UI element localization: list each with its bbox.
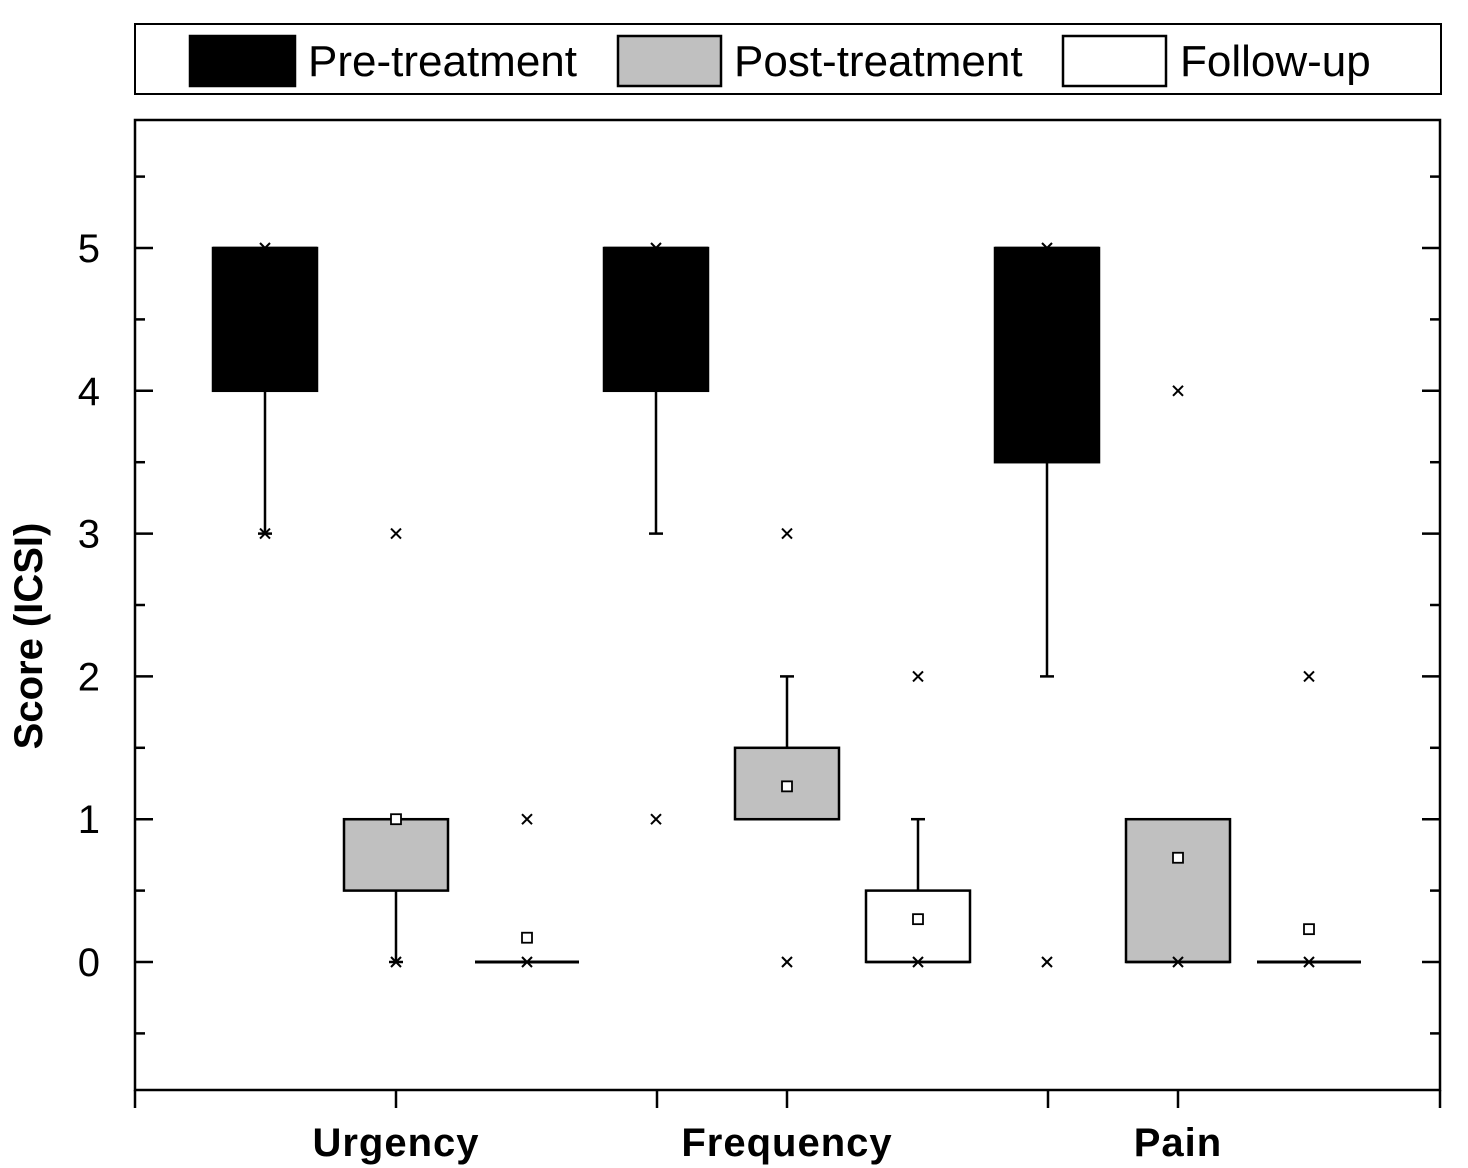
y-tick-label: 2 — [78, 655, 100, 699]
legend-frame — [134, 23, 1442, 95]
cross-stroke-b — [650, 242, 662, 254]
box-0-2 — [993, 246, 1101, 678]
outlier-marker — [912, 670, 924, 683]
outlier-marker — [781, 956, 793, 968]
y-tick-label: 5 — [78, 227, 100, 271]
outlier-marker — [1303, 956, 1315, 968]
outlier-marker — [521, 813, 533, 825]
box-iqr — [342, 817, 450, 892]
box-iqr — [864, 889, 972, 964]
outlier-marker — [259, 527, 271, 540]
y-tick-label: 3 — [78, 513, 100, 557]
box-iqr — [993, 246, 1101, 464]
outlier-marker — [390, 527, 402, 540]
box-1-2 — [1124, 817, 1232, 964]
mean-marker — [912, 913, 924, 926]
box-1-1 — [733, 675, 841, 821]
y-tick-labels: 0 1 2 3 4 5 — [78, 227, 100, 985]
chart-legend: Pre-treatment Post-treatment Follow-up — [134, 23, 1442, 95]
y-tick-label: 0 — [78, 941, 100, 985]
cross-stroke-b — [650, 813, 662, 825]
cross-stroke-b — [521, 813, 533, 825]
outlier-marker — [912, 956, 924, 968]
x-category-label: Frequency — [681, 1121, 892, 1165]
outlier-marker — [390, 956, 402, 968]
box-1-0 — [342, 813, 450, 964]
cross-stroke-b — [1172, 956, 1184, 968]
cross-stroke-b — [1303, 670, 1315, 683]
outlier-marker — [781, 527, 793, 540]
outlier-marker — [1041, 956, 1053, 968]
mean-marker — [1172, 851, 1184, 864]
cross-stroke-b — [781, 956, 793, 968]
cross-stroke-b — [912, 956, 924, 968]
plot-frame — [133, 118, 1442, 1092]
cross-stroke-b — [390, 956, 402, 968]
y-tick-label: 1 — [78, 798, 100, 842]
box-iqr — [1124, 817, 1232, 964]
legend-swatch-post-treatment — [616, 34, 723, 88]
y-axis-title: Score (ICSI) — [7, 523, 51, 750]
box-2-1 — [864, 817, 972, 964]
box-2-0 — [475, 931, 579, 964]
outlier-marker — [521, 956, 533, 968]
box-marks — [211, 242, 1361, 968]
axis-ticks — [133, 175, 1442, 1108]
box-iqr — [211, 246, 319, 393]
mean-marker — [521, 931, 533, 944]
cross-stroke-b — [1041, 242, 1053, 254]
x-category-label: Pain — [1134, 1121, 1222, 1165]
outlier-marker — [650, 813, 662, 825]
cross-stroke-b — [521, 956, 533, 968]
legend-label-post-treatment: Post-treatment — [734, 37, 1023, 86]
outlier-marker — [259, 242, 271, 254]
cross-stroke-b — [1303, 956, 1315, 968]
box-iqr — [602, 246, 710, 393]
outlier-marker — [650, 242, 662, 254]
cross-stroke-b — [912, 670, 924, 683]
legend-swatch-follow-up — [1061, 34, 1168, 88]
outlier-marker — [1303, 670, 1315, 683]
outlier-marker — [1172, 956, 1184, 968]
x-category-labels: Urgency Frequency Pain — [312, 1121, 1222, 1165]
outlier-marker — [1172, 385, 1184, 397]
cross-stroke-b — [1172, 385, 1184, 397]
box-2-2 — [1257, 923, 1361, 964]
legend-label-pre-treatment: Pre-treatment — [308, 37, 577, 86]
cross-stroke-b — [259, 527, 271, 540]
x-category-label: Urgency — [312, 1121, 479, 1165]
legend-swatch-pre-treatment — [188, 34, 297, 88]
box-0-0 — [211, 246, 319, 535]
cross-stroke-b — [781, 527, 793, 540]
cross-stroke-b — [390, 527, 402, 540]
cross-stroke-b — [1041, 956, 1053, 968]
box-0-1 — [602, 246, 710, 535]
legend-label-follow-up: Follow-up — [1180, 37, 1371, 86]
cross-stroke-b — [259, 242, 271, 254]
mean-marker — [390, 813, 402, 826]
mean-marker — [1303, 923, 1315, 936]
y-tick-label: 4 — [78, 370, 100, 414]
mean-marker — [781, 780, 793, 793]
outlier-marker — [1041, 242, 1053, 254]
